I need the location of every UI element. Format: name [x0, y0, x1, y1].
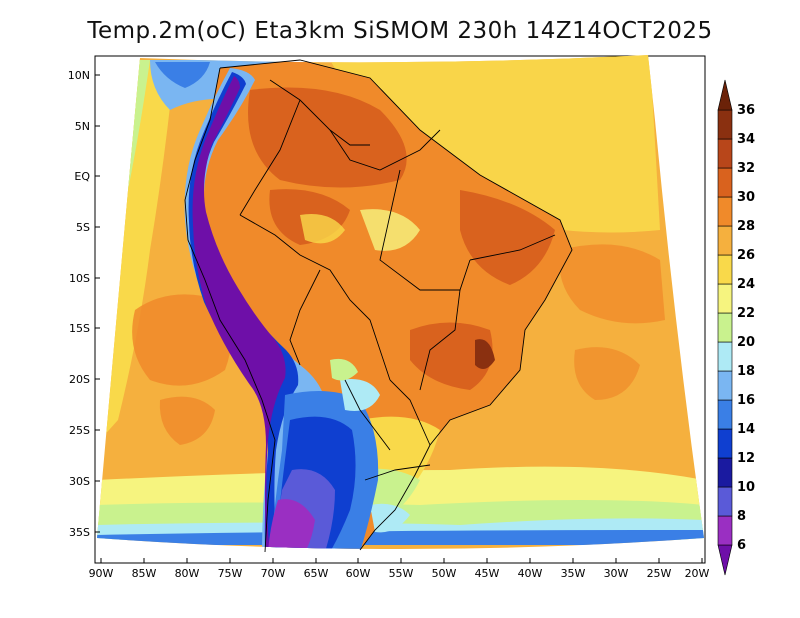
lon-label: 25W	[647, 567, 672, 580]
colorbar-box	[717, 370, 733, 401]
colorbar-arrow-high	[717, 79, 733, 111]
colorbar-box	[717, 399, 733, 430]
colorbar-box	[717, 109, 733, 140]
country-borders	[184, 59, 573, 553]
colorbar-label: 6	[737, 538, 746, 553]
lat-label: 10S	[69, 272, 90, 285]
colorbar-label: 10	[737, 480, 755, 495]
lon-label: 30W	[604, 567, 629, 580]
colorbar-label: 24	[737, 277, 755, 292]
lat-label: 15S	[69, 322, 90, 335]
colorbar-box	[717, 283, 733, 314]
lon-label: 90W	[89, 567, 114, 580]
axis-ticks	[95, 74, 703, 563]
colorbar-box	[717, 457, 733, 488]
lat-label: 20S	[69, 373, 90, 386]
colorbar-box	[717, 138, 733, 169]
colorbar-label: 8	[737, 509, 746, 524]
colorbar-box	[717, 196, 733, 227]
colorbar	[717, 79, 733, 576]
colorbar-label: 14	[737, 422, 755, 437]
lon-label: 70W	[261, 567, 286, 580]
lon-label: 40W	[518, 567, 543, 580]
colorbar-label: 28	[737, 219, 755, 234]
colorbar-label: 30	[737, 190, 755, 205]
colorbar-box	[717, 312, 733, 343]
temperature-field	[97, 55, 704, 549]
lat-label: 25S	[69, 424, 90, 437]
colorbar-arrow-low	[717, 544, 733, 576]
lat-label: 5N	[75, 120, 90, 133]
colorbar-label: 18	[737, 364, 755, 379]
colorbar-label: 26	[737, 248, 755, 263]
colorbar-box	[717, 225, 733, 256]
lon-label: 45W	[475, 567, 500, 580]
colorbar-box	[717, 428, 733, 459]
lat-label: 5S	[76, 221, 90, 234]
lon-label: 55W	[389, 567, 414, 580]
colorbar-box	[717, 486, 733, 517]
colorbar-label: 22	[737, 306, 755, 321]
colorbar-label: 34	[737, 132, 755, 147]
lon-label: 65W	[304, 567, 329, 580]
colorbar-box	[717, 167, 733, 198]
lat-label: 30S	[69, 475, 90, 488]
lon-label: 80W	[175, 567, 200, 580]
lon-label: 75W	[218, 567, 243, 580]
latitude-labels: 10N 5N EQ 5S 10S 15S 20S 25S 30S 35S	[68, 69, 91, 539]
colorbar-label: 16	[737, 393, 755, 408]
lon-label: 60W	[346, 567, 371, 580]
lat-label: EQ	[74, 170, 90, 183]
lat-label: 10N	[68, 69, 90, 82]
colorbar-label: 20	[737, 335, 755, 350]
colorbar-labels: 6 8 10 12 14 16 18 20 22 24 26 28 30 32 …	[737, 103, 755, 553]
colorbar-box	[717, 341, 733, 372]
colorbar-box	[717, 515, 733, 546]
lon-label: 20W	[685, 567, 710, 580]
colorbar-label: 32	[737, 161, 755, 176]
longitude-labels: 90W 85W 80W 75W 70W 65W 60W 55W 50W 45W …	[89, 567, 710, 580]
map-title: Temp.2m(oC) Eta3km SiSMOM 230h 14Z14OCT2…	[87, 18, 713, 44]
lon-label: 50W	[432, 567, 457, 580]
lon-label: 85W	[132, 567, 157, 580]
colorbar-label: 12	[737, 451, 755, 466]
lon-label: 35W	[561, 567, 586, 580]
colorbar-label: 36	[737, 103, 755, 118]
lat-label: 35S	[69, 526, 90, 539]
colorbar-box	[717, 254, 733, 285]
